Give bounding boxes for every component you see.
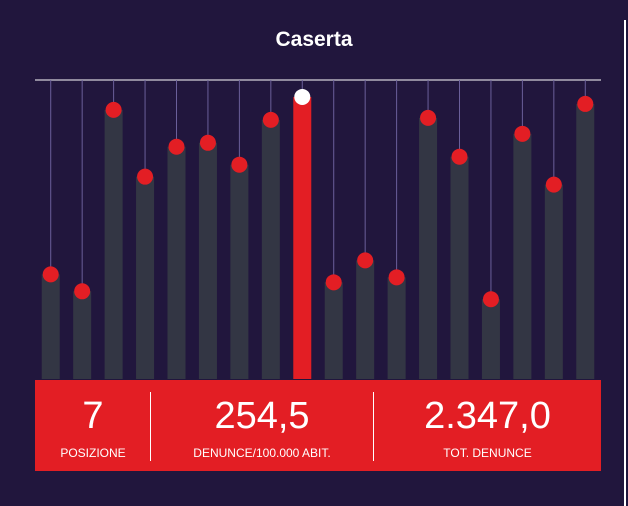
bar xyxy=(544,184,563,379)
bar xyxy=(261,119,280,379)
bar-dot xyxy=(74,283,91,300)
bar-dot xyxy=(514,125,531,142)
bar-dot xyxy=(199,134,216,151)
bar xyxy=(324,282,343,379)
stats-divider xyxy=(373,392,374,461)
stats-panel: 7 POSIZIONE 254,5 DENUNCE/100.000 ABIT. … xyxy=(35,380,601,471)
chart-title: Caserta xyxy=(275,28,353,51)
stat-total-value: 2.347,0 xyxy=(424,395,551,437)
bar-dot xyxy=(388,269,405,286)
bar xyxy=(576,103,595,380)
bar-dot xyxy=(545,176,562,193)
bar xyxy=(356,260,375,379)
stat-rate: 254,5 DENUNCE/100.000 ABIT. xyxy=(151,380,373,471)
bar-dot xyxy=(105,101,122,118)
bar xyxy=(387,277,406,379)
bar-dot xyxy=(325,274,342,291)
bar xyxy=(104,109,123,380)
stat-position-value: 7 xyxy=(82,395,104,437)
stat-total: 2.347,0 TOT. DENUNCE xyxy=(374,380,601,471)
bar-dot xyxy=(168,138,185,155)
stat-total-label: TOT. DENUNCE xyxy=(443,446,532,460)
bar-dot xyxy=(42,266,59,283)
bar-dot xyxy=(420,109,437,126)
bar xyxy=(41,274,60,379)
stat-rate-label: DENUNCE/100.000 ABIT. xyxy=(193,446,331,460)
stat-rate-value: 254,5 xyxy=(214,395,310,437)
bar-dot xyxy=(577,95,594,112)
stat-position: 7 POSIZIONE xyxy=(35,380,151,471)
bar-dot xyxy=(231,156,248,173)
bar-dot xyxy=(137,168,154,185)
bar xyxy=(73,291,92,379)
bar-dot xyxy=(262,111,279,128)
bar xyxy=(136,176,155,379)
bar xyxy=(419,117,438,379)
frame-edge xyxy=(624,20,626,506)
bar xyxy=(513,133,532,379)
bar-dot xyxy=(451,148,468,165)
bar-dot-highlighted xyxy=(294,88,311,105)
bar xyxy=(450,156,469,379)
stats-divider xyxy=(150,392,151,461)
bar xyxy=(167,146,186,379)
bar-dot xyxy=(357,252,374,269)
bar xyxy=(230,164,249,379)
bar xyxy=(481,299,500,379)
bar xyxy=(198,142,217,379)
stat-position-label: POSIZIONE xyxy=(60,446,126,460)
bar-highlighted xyxy=(293,96,312,380)
bar-dot xyxy=(482,291,499,308)
